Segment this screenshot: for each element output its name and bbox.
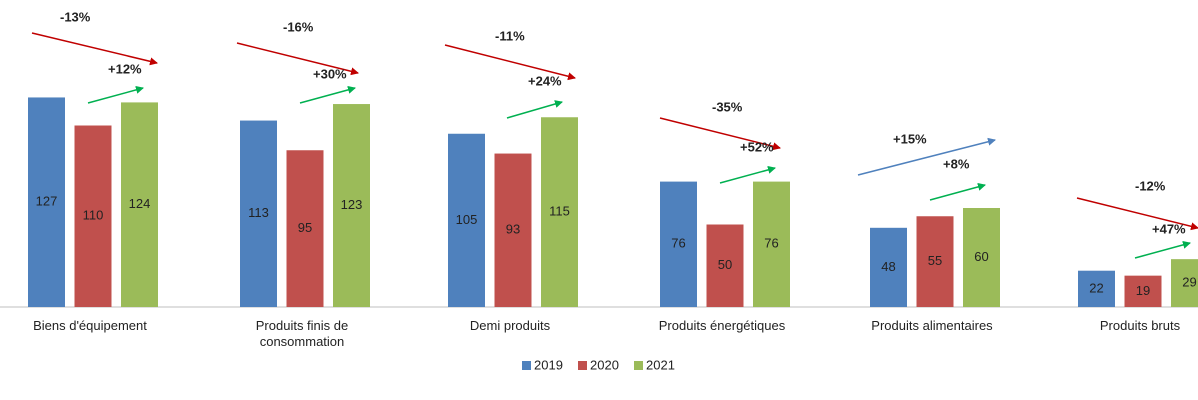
change-arrow <box>236 42 359 76</box>
change-arrow <box>719 165 776 184</box>
change-label: -12% <box>1135 178 1166 193</box>
change-arrow <box>506 100 563 119</box>
change-arrow <box>1076 197 1198 231</box>
change-arrow <box>857 137 996 176</box>
bar <box>74 125 112 307</box>
bar <box>541 117 578 307</box>
change-arrow <box>444 44 576 81</box>
bar <box>660 181 697 307</box>
value-label: 124 <box>129 196 151 211</box>
value-label: 123 <box>341 197 363 212</box>
legend-label: 2020 <box>590 357 619 372</box>
change-label: +52% <box>740 139 774 154</box>
x-tick-label: Demi produits <box>469 318 551 333</box>
x-label-box: Produits énergétiques <box>658 318 786 333</box>
bar <box>753 181 790 307</box>
value-label: 105 <box>456 212 478 227</box>
value-label: 95 <box>298 220 312 235</box>
value-label: 113 <box>248 205 269 220</box>
change-label: -16% <box>283 19 314 34</box>
x-label-box: Demi produits <box>469 318 551 333</box>
x-tick-label: Produits bruts <box>1099 318 1181 333</box>
value-label: 48 <box>881 259 895 274</box>
bar <box>333 104 370 307</box>
value-label: 76 <box>764 236 778 251</box>
value-label: 110 <box>83 208 104 223</box>
change-arrow <box>87 85 144 104</box>
legend-label: 2021 <box>646 357 675 372</box>
change-label: +8% <box>943 156 970 171</box>
value-label: 93 <box>506 222 520 237</box>
bar <box>963 208 1000 307</box>
change-label: -35% <box>712 99 743 114</box>
bar <box>448 133 485 307</box>
change-arrow <box>659 117 781 151</box>
bar <box>1171 259 1198 307</box>
legend-swatch <box>578 361 587 370</box>
value-label: 127 <box>36 194 58 209</box>
bar <box>286 150 324 307</box>
bar <box>870 227 907 307</box>
change-arrow <box>1134 240 1191 259</box>
legend-swatch <box>522 361 531 370</box>
bar <box>1124 275 1162 307</box>
change-arrow <box>299 85 356 104</box>
x-tick-label: Produits alimentaires <box>871 318 993 333</box>
x-tick-label: Produits finis de consommation <box>255 318 349 349</box>
value-label: 115 <box>549 204 570 219</box>
value-label: 55 <box>928 253 942 268</box>
change-arrow <box>31 32 158 66</box>
value-label: 50 <box>718 257 732 272</box>
change-label: -13% <box>60 9 91 24</box>
bar <box>1078 270 1115 307</box>
change-label: +47% <box>1152 221 1186 236</box>
x-label-box: Biens d'équipement <box>33 318 147 333</box>
change-label: +30% <box>313 66 347 81</box>
value-label: 22 <box>1089 280 1103 295</box>
x-label-box: Produits finis de consommation <box>255 318 349 349</box>
change-arrow <box>929 182 986 201</box>
value-label: 19 <box>1136 283 1150 298</box>
change-label: -11% <box>495 28 525 43</box>
change-label: +24% <box>528 73 562 88</box>
legend-swatch <box>634 361 643 370</box>
bar <box>240 120 277 307</box>
bar <box>28 97 65 307</box>
bar <box>494 153 532 307</box>
value-label: 76 <box>671 236 685 251</box>
change-label: +12% <box>108 61 142 76</box>
bar <box>706 224 744 307</box>
change-label: +15% <box>893 131 927 146</box>
x-label-box: Produits alimentaires <box>871 318 993 333</box>
value-label: 29 <box>1182 275 1196 290</box>
x-tick-label: Produits énergétiques <box>658 318 786 333</box>
bar <box>121 102 158 308</box>
value-label: 60 <box>974 249 988 264</box>
bar <box>916 216 954 307</box>
legend-label: 2019 <box>534 357 563 372</box>
x-tick-label: Biens d'équipement <box>33 318 147 333</box>
x-label-box: Produits bruts <box>1099 318 1181 333</box>
